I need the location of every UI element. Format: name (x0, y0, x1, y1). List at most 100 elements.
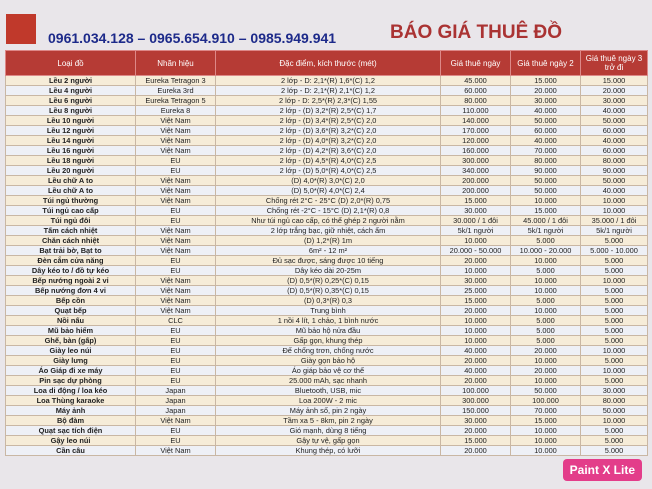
table-cell: Quạt sạc tích điện (5, 425, 136, 436)
table-cell: (D) 0,3*(R) 0,3 (215, 295, 441, 306)
table-cell: EU (135, 255, 216, 266)
table-cell: Bộ đàm (5, 415, 136, 426)
table-cell: 5.000 (510, 265, 581, 276)
table-cell: 20.000 (510, 345, 581, 356)
table-cell: 10.000 - 20.000 (510, 245, 581, 256)
table-cell: 10.000 (440, 235, 511, 246)
table-cell: Lều 20 người (5, 165, 136, 176)
table-cell: Việt Nam (135, 305, 216, 316)
table-cell: Áo giáp bảo vệ cơ thể (215, 365, 441, 376)
table-cell: 20.000 (440, 445, 511, 456)
table-cell: Như túi ngủ cao cấp, có thể ghép 2 người… (215, 215, 441, 226)
table-cell: 30.000 (440, 205, 511, 216)
table-cell: Mũ bảo hộ nửa đầu (215, 325, 441, 336)
table-cell: 5.000 (580, 425, 648, 436)
table-cell: Pin sạc dự phòng (5, 375, 136, 386)
table-cell: 2 lớp - (D) 5,0*(R) 4,0*(C) 2,5 (215, 165, 441, 176)
table-cell: 2 lớp - (D) 3,2*(R) 2,5*(C) 1,7 (215, 105, 441, 116)
table-cell: 30.000 (440, 415, 511, 426)
table-cell: 5.000 (580, 375, 648, 386)
table-cell: 2 lớp trắng bạc, giữ nhiệt, cách ẩm (215, 225, 441, 236)
table-cell: 300.000 (440, 395, 511, 406)
table-cell: 10.000 (510, 445, 581, 456)
table-cell: Áo Giáp đi xe máy (5, 365, 136, 376)
table-cell: 40.000 (510, 135, 581, 146)
table-cell: 5.000 (580, 325, 648, 336)
table-row: Máy ảnh Japan Máy ảnh số, pin 2 ngày 150.00… (5, 405, 648, 416)
table-cell: 15.000 (440, 195, 511, 206)
table-cell: Giày leo núi (5, 345, 136, 356)
table-cell: Máy ảnh (5, 405, 136, 416)
table-cell: 20.000 (580, 85, 648, 96)
table-row: Lều 18 người EU 2 lớp - (D) 4,5*(R) 4,0*(C… (5, 155, 648, 166)
table-cell: 30.000 / 1 đôi (440, 215, 511, 226)
table-cell: 40.000 (580, 185, 648, 196)
table-cell: Bếp nướng đơn 4 vỉ (5, 285, 136, 296)
table-cell: 70.000 (510, 145, 581, 156)
table-cell: 10.000 (510, 355, 581, 366)
table-cell: Đế chống trơn, chống nước (215, 345, 441, 356)
table-cell: 5.000 (580, 315, 648, 326)
table-cell: 10.000 (510, 425, 581, 436)
table-cell: 200.000 (440, 185, 511, 196)
table-row: Đèn cắm cửa năng EU Đủ sạc được, sáng được… (5, 255, 648, 266)
table-cell: 20.000 (440, 255, 511, 266)
table-cell: 5.000 (580, 285, 648, 296)
table-cell: 50.000 (580, 115, 648, 126)
table-cell: 160.000 (440, 145, 511, 156)
table-cell: Japan (135, 405, 216, 416)
table-row: Tấm cách nhiệt Việt Nam 2 lớp trắng bạc, g… (5, 225, 648, 236)
table-row: Túi ngủ đôi EU Như túi ngủ cao cấp, có thể… (5, 215, 648, 226)
table-row: Áo Giáp đi xe máy EU Áo giáp bảo vệ cơ thể… (5, 365, 648, 376)
table-cell: Dây kéo dài 20-25m (215, 265, 441, 276)
table-row: Cần câu Việt Nam Khung thép, có lưỡi 20.000… (5, 445, 648, 456)
table-cell: 60.000 (510, 125, 581, 136)
table-cell: EU (135, 425, 216, 436)
table-cell: 30.000 (580, 385, 648, 396)
table-cell: 60.000 (580, 125, 648, 136)
table-cell: 10.000 (510, 435, 581, 446)
table-cell: 20.000 - 50.000 (440, 245, 511, 256)
table-cell: 150.000 (440, 405, 511, 416)
table-cell: 5.000 (580, 445, 648, 456)
table-cell: 20.000 (510, 85, 581, 96)
table-cell: EU (135, 325, 216, 336)
table-cell: Việt Nam (135, 175, 216, 186)
table-cell: Lều 14 người (5, 135, 136, 146)
header-row: Loại đồ Nhãn hiệu Đặc điểm, kích thước (mé… (5, 50, 648, 76)
table-row: Quạt sạc tích điện EU Gió mạnh, dùng 8 tiế… (5, 425, 648, 436)
table-cell: 10.000 (510, 375, 581, 386)
table-row: Bộ đàm Việt Nam Tầm xa 5 - 8km, pin 2 ngày… (5, 415, 648, 426)
table-cell: 2 lớp - (D) 4,2*(R) 3,6*(C) 2,0 (215, 145, 441, 156)
column-header: Giá thuê ngày 3 trở đi (580, 50, 648, 76)
title: BÁO GIÁ THUÊ ĐỒ (390, 22, 563, 43)
table-cell: 2 lớp - (D) 3,6*(R) 3,2*(C) 2,0 (215, 125, 441, 136)
table-cell: 2 lớp - (D) 3,4*(R) 2,5*(C) 2,0 (215, 115, 441, 126)
table-row: Quạt bếp Việt Nam Trung bình 20.000 10.000 5.… (5, 305, 648, 316)
table-row: Mũ bảo hiểm EU Mũ bảo hộ nửa đầu 10.000 5.00… (5, 325, 648, 336)
table-cell: Gấp gọn, khung thép (215, 335, 441, 346)
table-cell: 20.000 (440, 375, 511, 386)
table-cell: 30.000 (510, 95, 581, 106)
table-cell: 5.000 (510, 235, 581, 246)
table-row: Dây kéo to / đồ tự kéo EU Dây kéo dài 20-2… (5, 265, 648, 276)
table-cell: Cần câu (5, 445, 136, 456)
table-cell: Tấm cách nhiệt (5, 225, 136, 236)
table-row: Giày leo núi EU Đế chống trơn, chống nước 4… (5, 345, 648, 356)
table-cell: 50.000 (580, 175, 648, 186)
table-row: Chăn cách nhiệt Việt Nam (D) 1,2*(R) 1m 10.… (5, 235, 648, 246)
table-cell: 10.000 (510, 195, 581, 206)
table-cell: Giày lưng (5, 355, 136, 366)
table-cell: EU (135, 365, 216, 376)
table-cell: Eureka Tetragon 3 (135, 75, 216, 86)
table-cell: (D) 0,5*(R) 0,35*(C) 0,15 (215, 285, 441, 296)
table-row: Nồi nấu CLC 1 nồi 4 lít, 1 chảo, 1 bình nư… (5, 315, 648, 326)
table-cell: 50.000 (510, 115, 581, 126)
table-cell: Việt Nam (135, 225, 216, 236)
table-cell: Việt Nam (135, 125, 216, 136)
table-cell: Lều 6 người (5, 95, 136, 106)
table-cell: Trung bình (215, 305, 441, 316)
table-cell: 10.000 (580, 415, 648, 426)
column-header: Đặc điểm, kích thước (mét) (215, 50, 441, 76)
